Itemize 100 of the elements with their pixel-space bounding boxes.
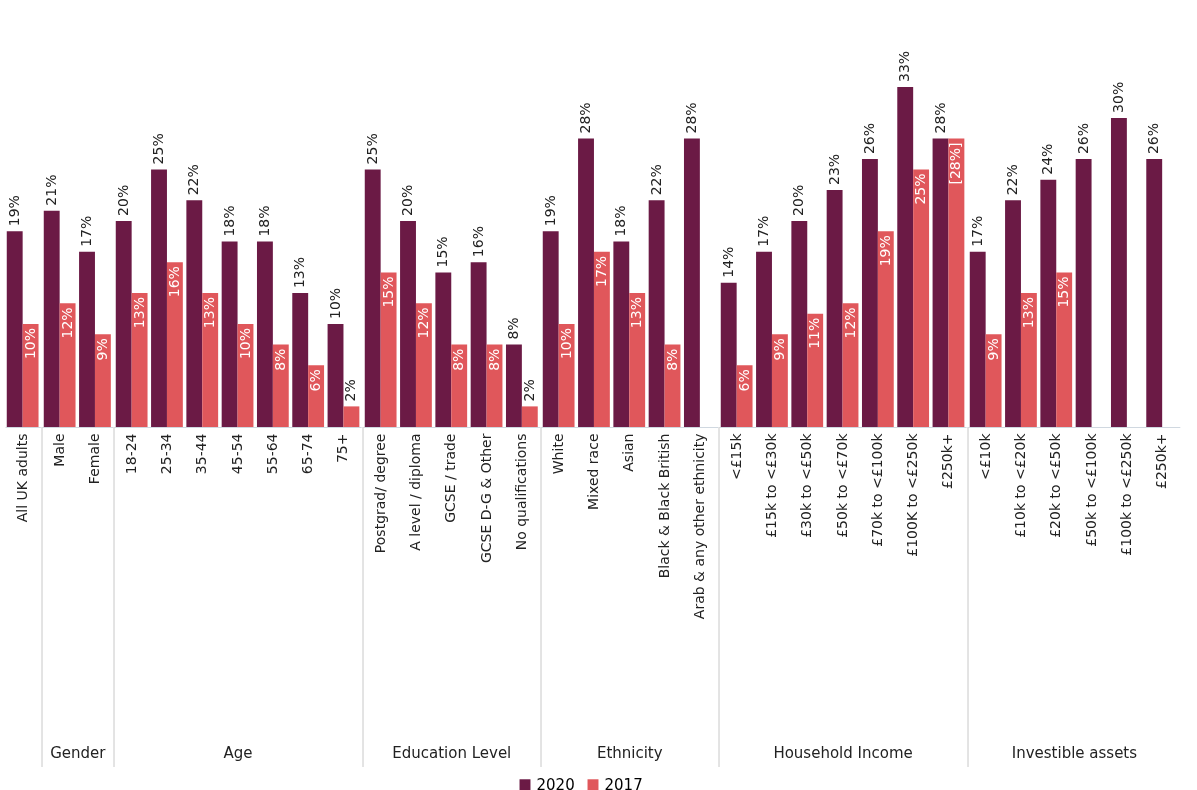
x-tick-label: Postgrad/ degree [371, 433, 388, 554]
bar [115, 220, 132, 427]
legend-label: 2017 [604, 775, 643, 790]
data-label: 22% [1004, 164, 1021, 196]
data-label: 8% [271, 348, 288, 371]
x-tick-label: GCSE / trade [442, 433, 459, 523]
bar [364, 169, 381, 427]
bar [505, 344, 522, 427]
data-label: 13% [1019, 297, 1036, 329]
data-label: 26% [1074, 123, 1091, 155]
bar [932, 138, 949, 427]
data-label: 13% [201, 297, 218, 329]
data-label: 17% [78, 215, 95, 247]
bar [948, 138, 965, 427]
x-tick-label: White [549, 433, 566, 475]
data-label: 12% [841, 307, 858, 339]
bar [43, 210, 60, 427]
bar [1110, 117, 1127, 427]
x-tick-label: £50k to <£100k [1082, 432, 1099, 547]
data-label: 15% [1055, 276, 1072, 308]
x-tick-label: GCSE D-G & Other [477, 433, 494, 564]
data-label: 20% [399, 184, 416, 216]
data-label: 22% [647, 164, 664, 196]
data-label: 19% [5, 195, 22, 227]
bar [131, 293, 148, 427]
data-label: 24% [1039, 143, 1056, 175]
bar [558, 323, 575, 427]
bar [683, 138, 700, 427]
bar [1075, 159, 1092, 427]
bar [435, 272, 452, 427]
legend-label: 2020 [536, 775, 575, 790]
data-label: 15% [434, 236, 451, 268]
bar [578, 138, 594, 427]
bar [985, 334, 1002, 427]
data-label: 8% [450, 348, 467, 371]
data-label: 21% [42, 174, 59, 206]
x-tick-label: All UK adults [13, 433, 30, 523]
bar [79, 251, 95, 427]
bar [151, 169, 167, 427]
x-tick-label: A level / diploma [406, 433, 423, 551]
bar [415, 303, 432, 427]
data-label: [28%] [947, 142, 964, 185]
data-label: 25% [150, 133, 167, 165]
bar [343, 406, 360, 427]
data-label: 12% [58, 307, 75, 339]
bar [593, 251, 610, 427]
data-label: 17% [592, 255, 609, 287]
x-tick-label: £250k+ [1153, 433, 1170, 489]
bar [1056, 272, 1073, 427]
bar [897, 87, 914, 427]
bar [1005, 200, 1021, 427]
data-label: 13% [291, 256, 308, 289]
x-tick-label: £15k to <£30k [762, 432, 779, 538]
x-tick-label: <£10k [976, 432, 993, 481]
x-tick-label: £30k to <£50k [798, 432, 815, 538]
bar [1146, 159, 1163, 427]
bar [791, 220, 808, 427]
data-label: 10% [236, 327, 253, 360]
data-label: 10% [326, 287, 343, 319]
x-axis-title: Age [223, 743, 253, 762]
data-label: 28% [577, 102, 594, 134]
x-tick-label: Black & Black British [655, 433, 672, 579]
x-tick-label: Asian [620, 433, 637, 472]
bar [648, 200, 665, 427]
bar [1040, 179, 1057, 427]
x-axis-title: Ethnicity [596, 743, 663, 762]
data-label: 6% [735, 369, 752, 392]
x-tick-label: 18-24 [122, 433, 139, 475]
data-label: 22% [185, 164, 202, 196]
data-label: 16% [165, 266, 182, 298]
x-tick-label: £100k to <£250k [1117, 432, 1134, 556]
x-tick-label: <£15k [727, 432, 744, 481]
bar [1020, 293, 1037, 427]
data-label: 6% [307, 369, 324, 392]
data-label: 17% [755, 215, 772, 247]
x-axis-title: Investible assets [1011, 743, 1138, 762]
x-tick-label: £50k to <£70k [833, 432, 850, 538]
data-label: 2% [342, 379, 359, 402]
data-label: 28% [931, 102, 948, 134]
bar [186, 200, 203, 427]
x-tick-label: 75+ [334, 433, 351, 464]
bar [256, 241, 273, 427]
x-tick-label: 45-54 [228, 433, 245, 475]
data-label: 19% [541, 195, 558, 227]
x-tick-label: Female [85, 433, 102, 485]
bar [913, 169, 930, 427]
bar [451, 344, 468, 427]
bar [380, 272, 397, 427]
data-label: 11% [806, 317, 823, 349]
bar [521, 406, 538, 427]
bar [629, 293, 646, 427]
bar [807, 313, 824, 427]
bar [202, 293, 219, 427]
bar [542, 231, 559, 427]
x-tick-label: 55-64 [263, 433, 280, 475]
data-label: 23% [825, 153, 842, 186]
x-axis-title: Household Income [773, 743, 913, 762]
data-label: 18% [612, 205, 629, 237]
data-label: 10% [21, 327, 38, 360]
x-tick-label: £70k to <£100k [868, 432, 885, 547]
